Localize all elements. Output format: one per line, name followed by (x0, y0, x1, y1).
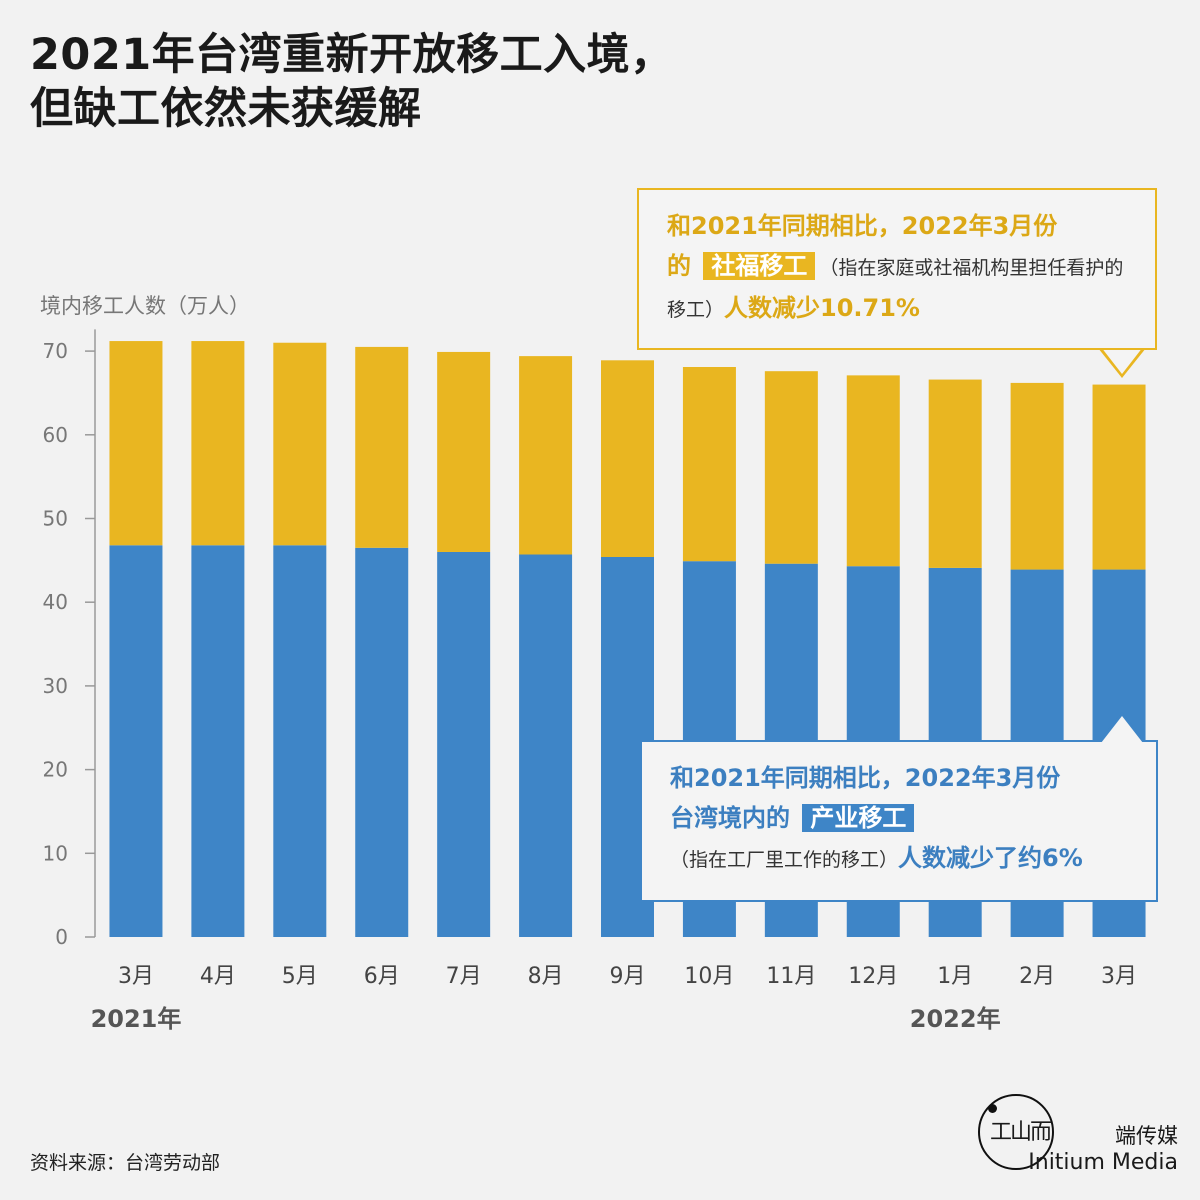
x-year-label-0: 2021年 (91, 1005, 182, 1033)
x-tick-label-8: 11月 (766, 964, 816, 989)
welfare-bar-1 (191, 341, 245, 546)
x-tick-label-11: 2月 (1019, 964, 1055, 989)
welfare-bar-10 (928, 379, 982, 568)
welfare-tag: 社福移工 (703, 252, 816, 280)
x-tick-label-3: 6月 (364, 964, 400, 989)
x-tick-label-2: 5月 (282, 964, 318, 989)
stacked-bar-chart: 境内移工人数（万人） 0 10 20 30 40 50 60 70 3月 4月 5月 6月 7月 8月 9… (40, 294, 1146, 1033)
industrial-bar-0 (109, 545, 163, 937)
y-tick-label-3: 30 (43, 674, 68, 698)
brand-name-cn: 端传媒 (1115, 1124, 1178, 1148)
x-tick-label-10: 1月 (937, 964, 973, 989)
welfare-callout-line1: 和2021年同期相比，2022年3月份 (667, 212, 1058, 240)
welfare-bar-8 (764, 371, 818, 564)
industry-callout-line1: 和2021年同期相比，2022年3月份 (670, 764, 1061, 792)
y-axis: 0 10 20 30 40 50 60 70 (43, 329, 96, 949)
x-tick-label-12: 3月 (1101, 964, 1137, 989)
welfare-callout: 和2021年同期相比，2022年3月份 的 社福移工 （指在家庭或社福机构里担任看… (637, 188, 1157, 350)
industry-result: 人数减少了约6% (898, 844, 1083, 872)
welfare-callout-pointer-inner (1101, 347, 1143, 374)
industry-note: （指在工厂里工作的移工） (670, 849, 899, 871)
y-tick-label-4: 40 (43, 590, 68, 614)
welfare-bar-2 (273, 342, 327, 546)
industrial-bar-1 (191, 545, 245, 937)
y-tick-label-7: 70 (43, 339, 68, 363)
x-tick-label-7: 10月 (684, 964, 734, 989)
chart-title-line2: 但缺工依然未获缓解 (30, 84, 422, 134)
industry-tag: 产业移工 (802, 804, 915, 832)
initium-logo-icon: 工山而 (978, 1094, 1054, 1170)
welfare-bar-11 (1010, 382, 1064, 570)
x-tick-label-5: 8月 (528, 964, 564, 989)
brand-name-en: Initium Media (1028, 1150, 1178, 1175)
y-tick-label-2: 20 (43, 758, 68, 782)
x-axis: 3月 4月 5月 6月 7月 8月 9月 10月 11月 12月 1月 2月 3月 2021年 2022年 (91, 964, 1137, 1033)
y-tick-label-0: 0 (55, 925, 68, 949)
industry-callout-pointer-inner (1101, 716, 1143, 743)
industrial-bar-5 (519, 554, 573, 937)
chart-title: 2021年台湾重新开放移工入境， 但缺工依然未获缓解 (30, 28, 674, 136)
x-tick-label-1: 4月 (200, 964, 236, 989)
welfare-bar-4 (437, 351, 491, 552)
x-year-label-1: 2022年 (910, 1005, 1001, 1033)
industry-callout: 和2021年同期相比，2022年3月份 台湾境内的 产业移工 （指在工厂里工作的移… (640, 740, 1158, 902)
industrial-bar-3 (355, 547, 409, 937)
x-tick-label-6: 9月 (610, 964, 646, 989)
industry-callout-prefix: 台湾境内的 (670, 804, 790, 832)
welfare-bar-0 (109, 341, 163, 546)
welfare-bar-7 (682, 367, 736, 562)
welfare-result: 人数减少10.71% (724, 294, 920, 322)
y-tick-label-1: 10 (43, 841, 68, 865)
industrial-bar-4 (437, 551, 491, 937)
y-tick-label-6: 60 (43, 423, 68, 447)
welfare-bar-6 (601, 360, 654, 558)
welfare-callout-prefix: 的 (667, 252, 691, 280)
welfare-bar-9 (846, 375, 900, 567)
y-axis-label: 境内移工人数（万人） (40, 294, 250, 318)
welfare-bar-5 (519, 356, 573, 555)
x-tick-label-0: 3月 (118, 964, 154, 989)
x-tick-label-9: 12月 (848, 964, 898, 989)
x-tick-label-4: 7月 (446, 964, 482, 989)
welfare-note: （指在家庭或社福机构里担任看护的移工） (667, 257, 1124, 321)
welfare-bar-12 (1092, 384, 1146, 570)
y-tick-label-5: 50 (43, 507, 68, 531)
source-note: 资料来源：台湾劳动部 (30, 1152, 221, 1174)
industrial-bar-2 (273, 545, 327, 937)
logo-dot (988, 1104, 997, 1113)
logo-mark: 工山而 (990, 1120, 1052, 1145)
chart-title-line1: 2021年台湾重新开放移工入境， (30, 30, 674, 80)
welfare-bar-3 (355, 346, 409, 548)
